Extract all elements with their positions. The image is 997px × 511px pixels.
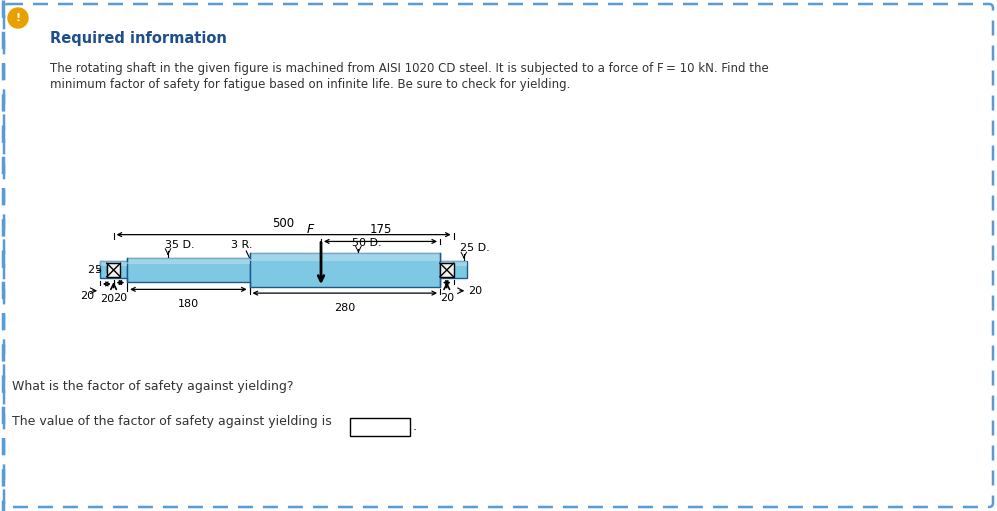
Bar: [128, 258, 249, 282]
Text: 50 D.: 50 D.: [352, 238, 381, 247]
Bar: [440, 262, 468, 266]
Bar: [128, 258, 249, 264]
Text: 3 R.: 3 R.: [231, 240, 253, 249]
Text: 20: 20: [100, 294, 114, 304]
Circle shape: [8, 8, 28, 28]
Text: 20: 20: [469, 286, 483, 296]
Bar: [249, 253, 440, 262]
Text: .: .: [413, 421, 417, 433]
Text: The value of the factor of safety against yielding is: The value of the factor of safety agains…: [12, 415, 332, 428]
Bar: [100, 262, 128, 278]
Text: 20: 20: [114, 293, 128, 303]
Text: 35 D.: 35 D.: [165, 240, 194, 249]
Text: 180: 180: [177, 299, 199, 309]
Text: !: !: [15, 13, 21, 23]
Text: minimum factor of safety for fatigue based on infinite life. Be sure to check fo: minimum factor of safety for fatigue bas…: [50, 78, 570, 91]
Text: 20: 20: [440, 293, 454, 303]
Text: 20: 20: [81, 291, 95, 301]
Bar: [440, 262, 468, 278]
Bar: [100, 262, 128, 266]
Bar: [249, 253, 440, 287]
Text: What is the factor of safety against yielding?: What is the factor of safety against yie…: [12, 380, 293, 393]
Bar: [350, 418, 410, 436]
Bar: [107, 263, 121, 277]
Text: The rotating shaft in the given figure is machined from AISI 1020 CD steel. It i: The rotating shaft in the given figure i…: [50, 62, 769, 75]
Text: 175: 175: [369, 223, 392, 237]
Text: 25 D.: 25 D.: [461, 243, 491, 253]
FancyBboxPatch shape: [4, 4, 993, 507]
Text: 25 D.: 25 D.: [88, 265, 118, 275]
Text: 500: 500: [272, 217, 295, 229]
Text: Required information: Required information: [50, 31, 227, 45]
Text: 280: 280: [334, 303, 355, 313]
Text: $F$: $F$: [306, 223, 315, 236]
Bar: [440, 263, 454, 277]
